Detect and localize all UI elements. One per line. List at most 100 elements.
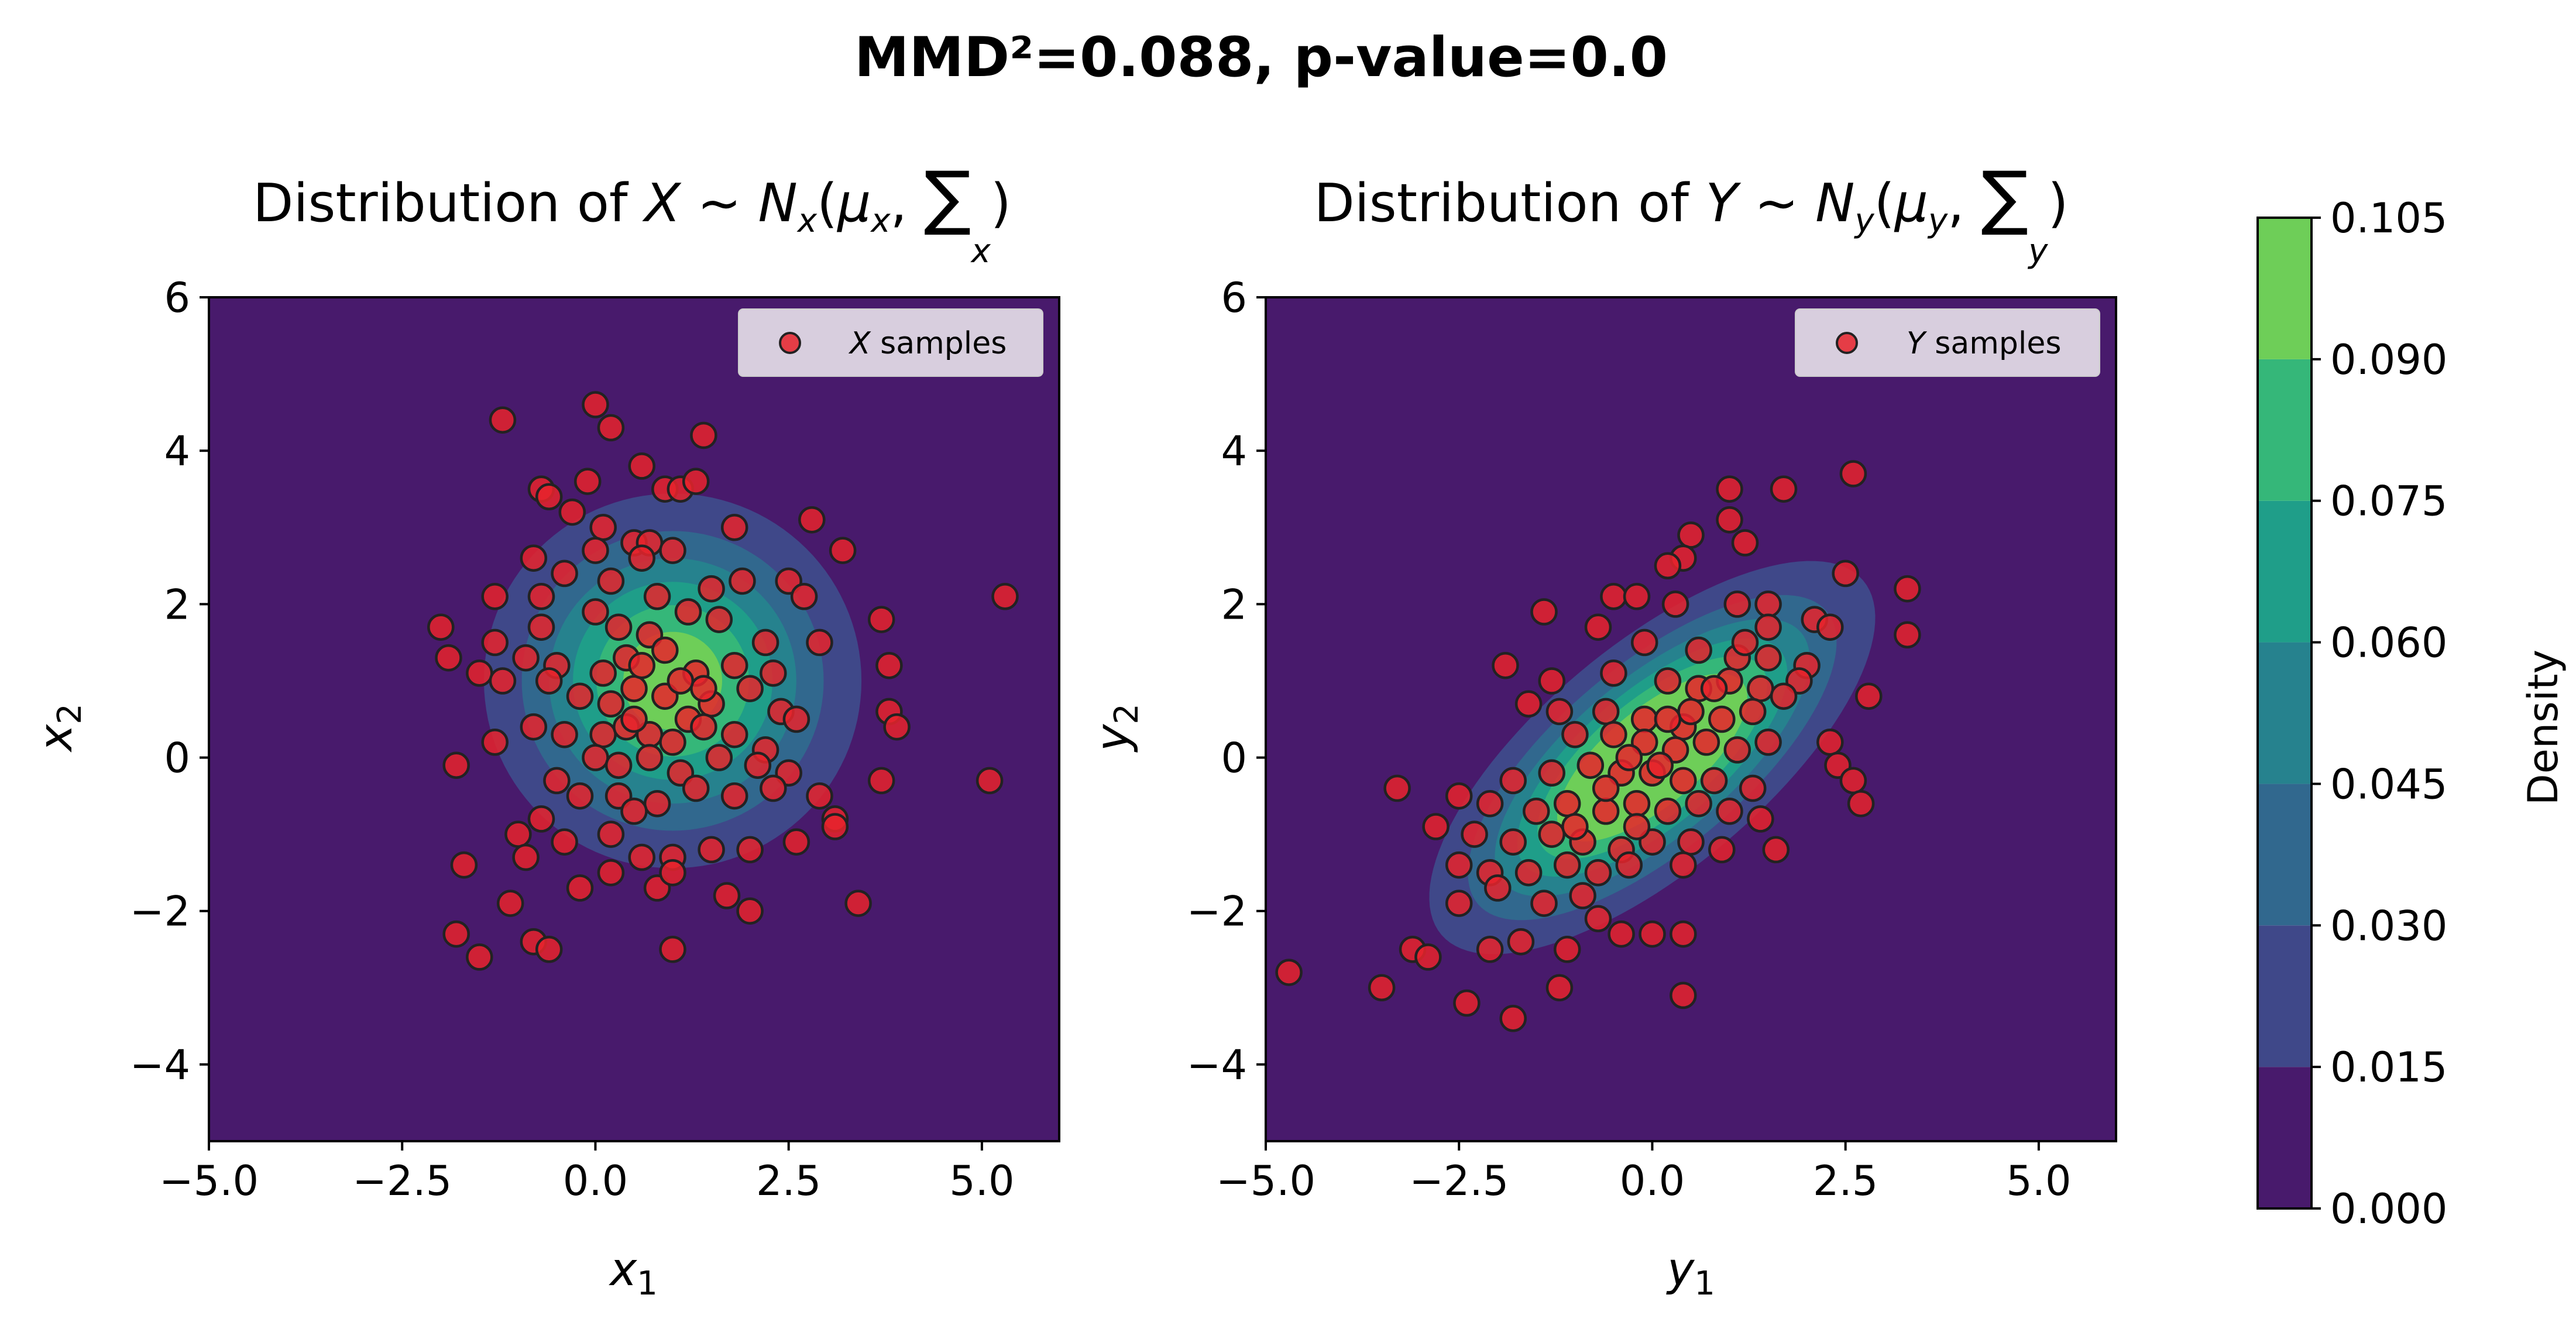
sample-point <box>566 682 594 710</box>
legend-label-x: X samples <box>848 326 1007 361</box>
sample-point <box>1414 943 1442 971</box>
sample-point <box>589 514 617 541</box>
sample-point <box>705 606 733 633</box>
sample-point <box>867 767 895 795</box>
sample-point <box>1677 828 1705 856</box>
sample-point <box>1855 682 1883 710</box>
sample-point <box>496 890 524 917</box>
sample-point <box>1700 767 1728 795</box>
x-tick-label: 0.0 <box>1620 1157 1685 1205</box>
colorbar-band <box>2258 642 2311 784</box>
sample-point <box>1623 583 1651 610</box>
sample-point <box>604 751 633 779</box>
sample-point <box>643 789 671 818</box>
panel-x: Distribution of X ∼ Nx(μx, ∑x) −5.0 −2.5 0… <box>30 157 1060 1303</box>
x-tick-label: −2.5 <box>352 1157 452 1205</box>
sample-point <box>636 744 664 771</box>
sample-point <box>1670 981 1697 1009</box>
sample-point <box>667 667 695 695</box>
sample-point <box>659 859 686 887</box>
sample-point <box>806 782 833 810</box>
sample-point <box>1770 475 1798 503</box>
sample-point <box>690 675 717 702</box>
axes-y: −5.0 −2.5 0.0 2.5 5.0 −4 −2 0 2 4 6 <box>1187 274 2117 1205</box>
sample-point <box>674 598 702 626</box>
sample-point <box>628 544 655 572</box>
legend-y: Y samples <box>1795 308 2100 377</box>
sample-point <box>466 660 493 687</box>
sample-point <box>682 774 710 802</box>
colorbar-band <box>2258 1067 2311 1208</box>
sample-point <box>698 575 725 603</box>
sample-point <box>1553 851 1581 879</box>
sample-point <box>589 720 617 748</box>
sample-point <box>729 567 756 595</box>
sample-point <box>782 705 810 733</box>
sample-point <box>597 690 625 718</box>
sample-point <box>1615 851 1643 879</box>
sample-point <box>1700 675 1728 702</box>
axes-frame <box>208 296 1060 1142</box>
sample-point <box>1716 506 1743 534</box>
sample-point <box>535 483 563 511</box>
sample-point <box>790 583 818 610</box>
sample-point <box>720 514 748 541</box>
sample-point <box>659 729 686 756</box>
colorbar-band <box>2258 359 2311 501</box>
sample-point <box>1754 729 1782 756</box>
sample-point <box>1716 798 1743 825</box>
sample-point <box>1499 1005 1527 1032</box>
legend-marker-x <box>779 332 801 354</box>
sample-point <box>736 836 764 864</box>
sample-point <box>1731 629 1759 657</box>
colorbar-tick-label: 0.030 <box>2330 902 2447 950</box>
sample-point <box>682 468 710 495</box>
y-tick-label: 6 <box>164 274 190 322</box>
panel-title-y: Distribution of Y ∼ Ny(μy, ∑y) <box>1314 157 2069 270</box>
sample-point <box>690 421 717 449</box>
x-axis-label-y: y1 <box>1666 1244 1715 1303</box>
sample-point <box>527 583 555 610</box>
sample-point <box>744 751 772 779</box>
sample-point <box>1368 974 1396 1002</box>
sample-point <box>558 498 586 526</box>
sample-point <box>512 644 540 672</box>
colorbar-tick-label: 0.000 <box>2330 1185 2447 1233</box>
y-axis-label-y: y2 <box>1087 703 1146 753</box>
sample-point <box>698 836 725 864</box>
sample-point <box>1561 813 1589 840</box>
sample-point <box>1600 583 1627 610</box>
sample-point <box>1600 660 1627 687</box>
panel-y: Distribution of Y ∼ Ny(μy, ∑y) −5.0 −2.5 0… <box>1087 157 2117 1303</box>
sample-point <box>1677 521 1705 549</box>
sample-point <box>1584 613 1612 641</box>
sample-point <box>713 882 741 909</box>
sample-point <box>582 744 609 771</box>
sample-point <box>520 713 548 741</box>
y-tick-label: 4 <box>1221 427 1247 475</box>
sample-point <box>551 559 578 588</box>
sample-point <box>535 667 563 695</box>
sample-point <box>1592 698 1620 726</box>
sample-point <box>1639 920 1666 948</box>
sample-point <box>1600 720 1627 748</box>
sample-point <box>1461 820 1488 848</box>
y-tick-label: 2 <box>1221 581 1247 629</box>
sample-point <box>427 613 455 641</box>
x-tick-label: 2.5 <box>1813 1157 1878 1205</box>
sample-point <box>1839 767 1867 795</box>
sample-point <box>844 890 872 917</box>
sample-point <box>481 583 509 610</box>
sample-point <box>1731 529 1759 557</box>
colorbar-frame <box>2256 217 2313 1210</box>
sample-point <box>512 843 540 871</box>
sample-point <box>1507 928 1535 956</box>
sample-point <box>582 598 609 626</box>
sample-point <box>1492 651 1519 679</box>
sample-point <box>489 667 517 695</box>
sample-point <box>1545 974 1574 1002</box>
sample-point <box>1275 959 1303 986</box>
panel-title-x: Distribution of X ∼ Nx(μx, ∑x) <box>253 157 1011 270</box>
sample-point <box>991 583 1019 610</box>
